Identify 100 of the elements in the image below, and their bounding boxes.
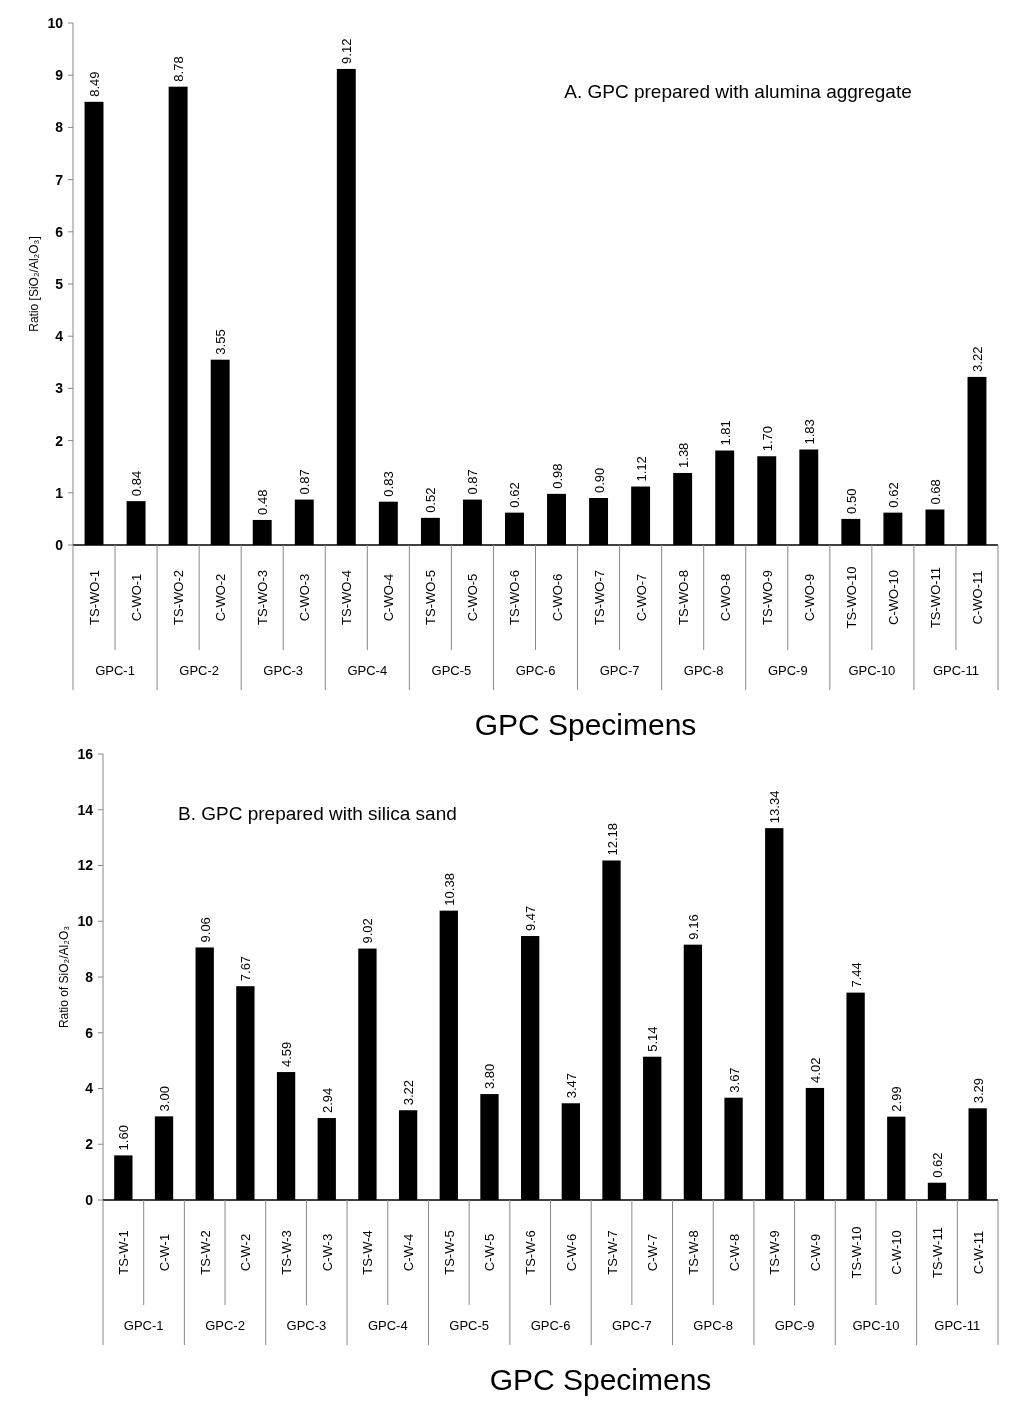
x-axis-title: GPC Specimens: [474, 708, 697, 741]
text: GPC-9: [774, 1317, 815, 1333]
data-label: 0.62: [885, 482, 901, 508]
text: B. GPC prepared with silica sand: [178, 803, 457, 824]
x-tick-label: TS-W-5: [441, 1230, 457, 1275]
data-label: 0.87: [465, 469, 481, 495]
x-tick-label: C-WO-3: [297, 573, 313, 622]
text: GPC-11: [934, 1317, 981, 1333]
data-label: 0.52: [423, 487, 439, 513]
x-tick-label: C-WO-6: [549, 573, 565, 622]
data-label: 9.12: [339, 38, 355, 64]
data-label: 3.22: [401, 1079, 417, 1106]
text: GPC-10: [848, 662, 896, 678]
y-tick-label: 2: [85, 1136, 94, 1153]
x-tick-label: TS-W-6: [523, 1230, 539, 1275]
data-label: 0.62: [507, 482, 523, 508]
data-label: 0.84: [129, 470, 145, 497]
x-tick-label: C-W-6: [563, 1233, 579, 1272]
text: GPC-4: [347, 662, 388, 678]
x-tick-label: C-WO-2: [213, 573, 229, 622]
x-tick-label: TS-WO-7: [591, 570, 607, 625]
data-label: 3.67: [726, 1067, 742, 1093]
x-tick-label: TS-WO-8: [675, 570, 691, 625]
data-label: 1.12: [633, 456, 649, 482]
data-label: 8.78: [171, 56, 187, 82]
y-tick-label: 16: [77, 745, 94, 762]
text: GPC-5: [449, 1317, 489, 1333]
x-tick-label: TS-W-4: [360, 1230, 376, 1275]
data-label: 1.83: [801, 419, 817, 445]
data-label: 7.67: [238, 955, 254, 982]
x-tick-label: C-WO-4: [381, 573, 397, 622]
data-label: 4.02: [807, 1057, 823, 1083]
y-tick-label: 14: [77, 801, 94, 818]
text: GPC-5: [431, 662, 472, 678]
y-tick-label: 8: [55, 119, 64, 136]
x-tick-label: TS-WO-9: [759, 570, 775, 625]
data-label: 5.14: [645, 1026, 661, 1052]
data-label: 9.02: [360, 918, 376, 944]
data-label: 0.83: [381, 471, 397, 497]
text: A. GPC prepared with alumina aggregate: [564, 81, 912, 102]
x-tick-label: TS-WO-1: [87, 570, 103, 625]
x-tick-label: C-W-8: [726, 1233, 742, 1272]
y-tick-label: 4: [85, 1080, 94, 1097]
data-label: 4.59: [279, 1041, 295, 1068]
text: GPC-3: [263, 662, 304, 678]
y-tick-label: 10: [77, 913, 94, 930]
data-label: 0.68: [927, 479, 943, 505]
x-tick-label: C-W-1: [157, 1233, 173, 1272]
text: GPC-11: [932, 662, 979, 678]
y-tick-label: 1: [55, 484, 64, 501]
x-tick-label: TS-W-9: [767, 1230, 783, 1275]
y-tick-label: 12: [77, 857, 94, 874]
y-tick-label: 9: [55, 67, 64, 84]
text: GPC-7: [612, 1317, 652, 1333]
x-tick-label: C-WO-10: [885, 570, 901, 625]
data-label: 3.29: [970, 1077, 986, 1104]
x-tick-label: C-WO-9: [801, 573, 817, 622]
data-label: 12.18: [604, 822, 620, 856]
text: GPC-1: [95, 662, 135, 678]
y-tick-label: 0: [55, 536, 64, 553]
x-tick-label: TS-W-1: [116, 1230, 132, 1275]
y-tick-label: 6: [85, 1024, 94, 1041]
x-tick-label: C-W-5: [482, 1233, 498, 1272]
data-label: 2.99: [889, 1086, 905, 1112]
data-label: 10.38: [441, 873, 457, 906]
y-tick-label: 8: [85, 968, 94, 985]
x-tick-label: C-W-9: [807, 1233, 823, 1272]
data-label: 0.87: [297, 469, 313, 495]
x-tick-label: C-WO-5: [465, 573, 481, 622]
y-tick-label: 7: [55, 171, 64, 188]
text: GPC-7: [599, 662, 640, 678]
data-label: 0.90: [591, 467, 607, 494]
x-tick-label: TS-W-7: [604, 1230, 620, 1275]
x-tick-label: C-W-2: [238, 1233, 254, 1272]
y-tick-label: 2: [55, 432, 64, 449]
x-tick-label: C-WO-8: [717, 573, 733, 622]
text: GPC-4: [367, 1317, 408, 1333]
x-tick-label: TS-W-2: [197, 1230, 213, 1275]
text: GPC-8: [683, 662, 724, 678]
text: GPC-8: [693, 1317, 734, 1333]
x-tick-label: TS-W-3: [279, 1230, 295, 1275]
data-label: 3.00: [157, 1086, 173, 1112]
x-tick-label: TS-WO-6: [507, 570, 523, 625]
data-label: 1.70: [759, 425, 775, 452]
text: GPC-2: [179, 662, 219, 678]
data-label: 1.38: [675, 442, 691, 468]
y-tick-label: 10: [47, 14, 64, 31]
text: GPC-9: [767, 662, 808, 678]
y-axis-title: Ratio of SiO₂/Al₂O₃: [57, 925, 71, 1029]
x-tick-label: C-W-4: [401, 1233, 417, 1272]
x-tick-label: C-W-3: [319, 1233, 335, 1272]
x-tick-label: C-W-7: [645, 1233, 661, 1272]
text: GPC-1: [123, 1317, 164, 1333]
x-tick-label: TS-WO-11: [927, 566, 943, 629]
text: GPC-10: [852, 1317, 900, 1333]
y-tick-label: 6: [55, 223, 64, 240]
data-label: 9.16: [685, 914, 701, 940]
x-tick-label: TS-WO-2: [171, 570, 187, 625]
x-tick-label: C-WO-11: [969, 570, 985, 625]
data-label: 0.98: [549, 463, 565, 489]
